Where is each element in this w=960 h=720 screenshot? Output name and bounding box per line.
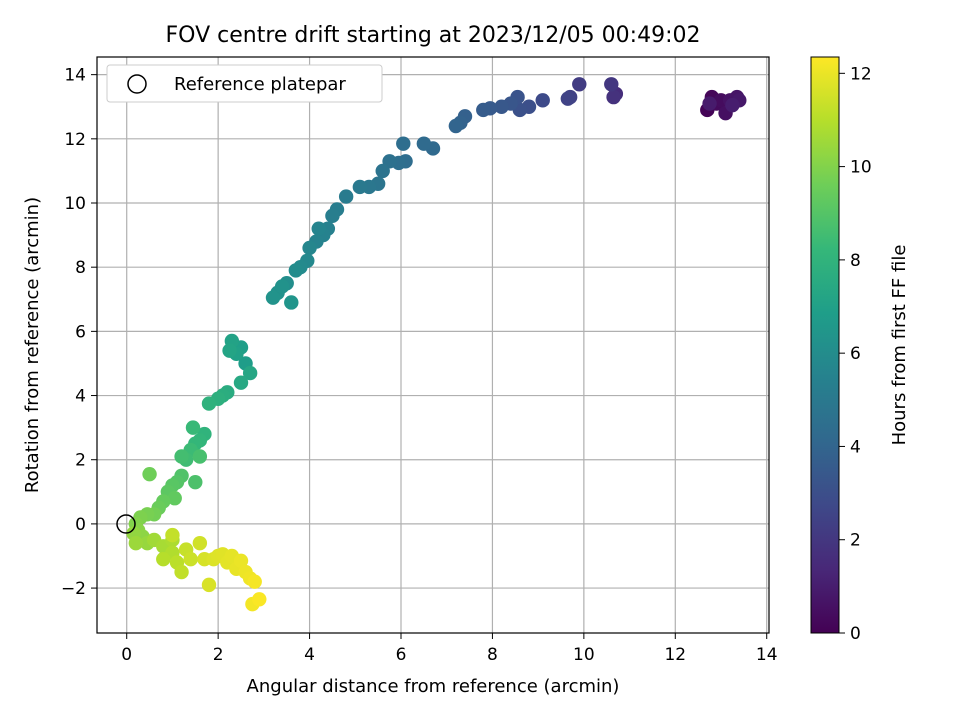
- data-point: [174, 449, 189, 464]
- data-point: [156, 551, 171, 567]
- y-axis-label: Rotation from reference (arcmin): [22, 197, 43, 493]
- data-points: [126, 77, 747, 612]
- data-point: [274, 279, 290, 294]
- colorbar-ticks: 0 2 4 6 8 10 12: [839, 64, 872, 644]
- y-tick-label: −2: [61, 579, 86, 599]
- data-point: [167, 491, 182, 506]
- data-point: [535, 93, 550, 108]
- y-tick-label: 10: [64, 194, 86, 214]
- data-point: [185, 420, 201, 435]
- data-point: [604, 77, 619, 92]
- data-point: [183, 551, 198, 567]
- colorbar-tick-label: 10: [850, 158, 872, 178]
- data-point: [572, 77, 587, 92]
- y-tick-label: 6: [75, 322, 86, 342]
- legend-label: Reference platepar: [174, 74, 346, 95]
- x-tick-label: 2: [213, 645, 224, 665]
- data-point: [606, 89, 621, 105]
- colorbar-label: Hours from first FF file: [889, 245, 910, 446]
- colorbar-tick-label: 4: [850, 437, 861, 457]
- data-point: [448, 118, 464, 134]
- colorbar-tick-label: 0: [850, 624, 861, 644]
- plot-frame: [96, 56, 770, 634]
- x-tick-label: 6: [396, 645, 407, 665]
- data-point: [128, 535, 144, 551]
- data-point: [494, 99, 509, 114]
- data-point: [560, 91, 576, 106]
- colorbar: 0 2 4 6 8 10 12 Hours from first FF file: [810, 56, 910, 644]
- data-point: [702, 96, 717, 111]
- x-tick-label: 14: [756, 645, 778, 665]
- chart-title: FOV centre drift starting at 2023/12/05 …: [166, 23, 701, 48]
- data-point: [416, 136, 432, 151]
- data-point: [288, 263, 304, 278]
- data-point: [338, 189, 354, 204]
- y-tick-label: 4: [75, 387, 86, 407]
- y-axis-ticks: −2 0 2 4 6 8 10 12 14: [61, 66, 97, 599]
- y-tick-label: 2: [75, 451, 86, 471]
- data-point: [252, 592, 267, 607]
- y-tick-label: 0: [75, 515, 86, 535]
- data-point: [201, 577, 217, 593]
- legend: Reference platepar: [106, 64, 383, 103]
- legend-box: [106, 64, 383, 103]
- data-point: [165, 527, 180, 543]
- colorbar-tick-label: 2: [850, 531, 861, 551]
- data-point: [201, 396, 217, 411]
- colorbar-tick-label: 8: [850, 251, 861, 271]
- data-point: [396, 136, 411, 151]
- data-point: [302, 240, 317, 256]
- data-point: [476, 102, 491, 118]
- y-tick-label: 8: [75, 258, 86, 278]
- data-point: [725, 97, 740, 113]
- data-point: [247, 574, 262, 589]
- data-point: [233, 553, 249, 568]
- colorbar-gradient: [810, 56, 840, 634]
- colorbar-tick-label: 6: [850, 344, 861, 364]
- data-point: [375, 163, 390, 179]
- data-point: [284, 295, 299, 310]
- data-point: [174, 564, 189, 580]
- x-axis-ticks: 0 2 4 6 8 10 12 14: [121, 633, 778, 665]
- data-point: [242, 365, 258, 381]
- x-axis-label: Angular distance from reference (arcmin): [247, 676, 620, 697]
- x-tick-label: 4: [304, 645, 315, 665]
- y-tick-label: 14: [64, 66, 86, 86]
- x-tick-label: 12: [664, 645, 686, 665]
- colorbar-tick-label: 12: [850, 64, 872, 84]
- y-tick-label: 12: [64, 130, 86, 150]
- data-point: [311, 221, 326, 236]
- data-point: [192, 535, 208, 551]
- data-point: [352, 179, 368, 195]
- data-point: [192, 449, 208, 464]
- x-tick-label: 10: [573, 645, 595, 665]
- data-point: [233, 375, 249, 390]
- x-tick-label: 8: [487, 645, 498, 665]
- data-point: [265, 290, 281, 305]
- data-point: [142, 466, 157, 482]
- reference-platepar-marker: [116, 514, 136, 534]
- legend-reference-marker: [127, 74, 147, 94]
- data-point: [325, 208, 340, 224]
- grid-lines: [97, 57, 769, 633]
- x-tick-label: 0: [121, 645, 132, 665]
- data-point: [188, 474, 203, 490]
- data-point: [222, 343, 237, 358]
